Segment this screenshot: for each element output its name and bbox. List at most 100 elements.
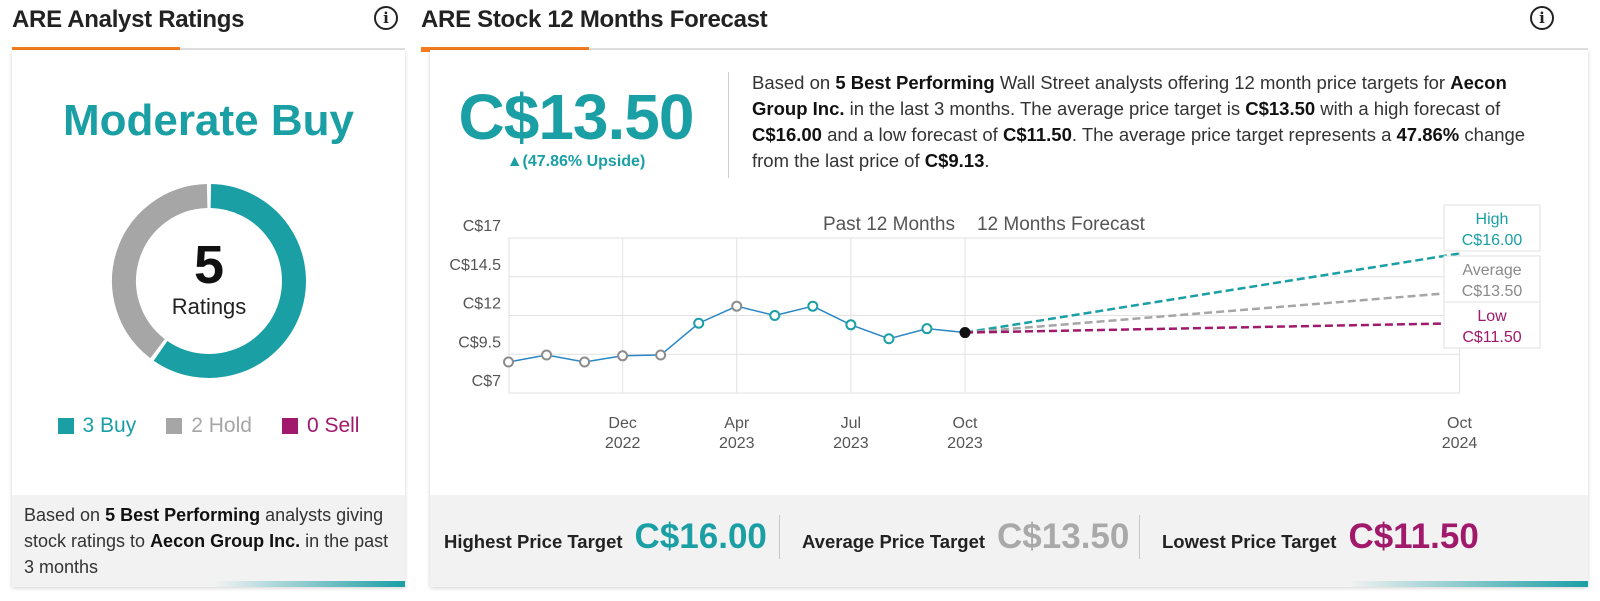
y-tick-label: C$9.5 (458, 334, 501, 351)
price-targets-footer: Highest Price Target C$16.00 Average Pri… (430, 495, 1588, 587)
analyst-ratings-card: Moderate Buy 5 Ratings 3 Buy 2 Hold 0 Se… (12, 50, 405, 587)
total-ratings-count: 5 (193, 235, 225, 295)
x-tick-label: Oct (1447, 415, 1472, 432)
ratings-donut-chart (112, 184, 306, 378)
title-accent-bar (12, 47, 180, 52)
divider (728, 72, 729, 178)
hold-swatch (166, 418, 183, 434)
forecast-tag-label: High (1476, 211, 1509, 228)
section-label-past: Past 12 Months (823, 214, 955, 235)
title-underline (421, 48, 1588, 50)
buy-swatch (57, 418, 74, 434)
footer-company-name: Aecon Group Inc. (150, 531, 301, 551)
lowest-target-value: C$11.50 (1348, 517, 1479, 556)
forecast-description: Based on 5 Best Performing Wall Street a… (752, 70, 1562, 174)
x-tick-label: Dec (608, 415, 636, 432)
desc-text: and a low forecast of (821, 124, 1003, 145)
ratings-footer: Based on 5 Best Performing analysts givi… (12, 495, 405, 587)
consensus-rating: Moderate Buy (63, 96, 354, 145)
price-point (807, 300, 819, 312)
forecast-card: C$13.50 ▲(47.86% Upside) Based on 5 Best… (430, 50, 1588, 587)
desc-high-target: C$16.00 (752, 124, 822, 145)
highest-target: Highest Price Target C$16.00 (444, 517, 767, 557)
price-point (617, 350, 629, 362)
desc-change-percent: 47.86% (1396, 124, 1460, 145)
desc-text: with a high forecast of (1315, 98, 1501, 119)
average-target: Average Price Target C$13.50 (802, 517, 1129, 557)
desc-company-name: Aecon Group Inc. (752, 72, 1507, 119)
price-point (845, 319, 857, 331)
footer-text: in the past 3 months (24, 531, 389, 577)
x-tick-label: Oct (953, 415, 978, 432)
footer-text: Based on (24, 505, 106, 525)
price-point (693, 317, 705, 329)
ratings-label: Ratings (171, 294, 247, 319)
lowest-target: Lowest Price Target C$11.50 (1162, 517, 1479, 557)
highest-target-label: Highest Price Target (444, 531, 623, 552)
price-point (731, 300, 743, 312)
x-tick-label: 2023 (833, 435, 869, 452)
forecast-tag-low: Low C$11.50 (1443, 301, 1541, 349)
forecast-tag-box (1443, 255, 1541, 303)
forecast-line-average (964, 291, 1460, 334)
divider (1139, 515, 1140, 559)
forecast-line-high (964, 252, 1460, 334)
footer-analyst-count: 5 Best Performing (105, 505, 261, 525)
forecast-tag-label: Low (1477, 308, 1507, 325)
info-icon[interactable]: i (1530, 6, 1554, 30)
legend-hold: 2 Hold (166, 414, 252, 438)
x-tick-label: Apr (724, 415, 750, 432)
title-accent-bar (421, 47, 589, 52)
average-price-target: C$13.50 (458, 81, 695, 153)
forecast-tag-label: Average (1462, 262, 1521, 279)
price-point (769, 310, 781, 321)
desc-text: Based on (752, 72, 836, 93)
desc-text: . The average price target represents a (1071, 124, 1397, 145)
price-point (655, 349, 667, 361)
y-tick-label: C$7 (472, 373, 501, 390)
legend-sell-label: 0 Sell (306, 414, 360, 437)
price-point (579, 356, 591, 368)
lowest-target-label: Lowest Price Target (1162, 531, 1337, 552)
price-point (883, 333, 895, 345)
forecast-tag-value: C$13.50 (1462, 283, 1523, 300)
upside-percent: ▲(47.86% Upside) (506, 153, 646, 170)
forecast-tag-value: C$11.50 (1462, 329, 1521, 346)
last-price-point (959, 327, 971, 339)
footer-gradient-bar (215, 581, 405, 587)
forecast-tag-box (1443, 204, 1541, 252)
analyst-ratings-title: ARE Analyst Ratings (12, 6, 245, 33)
forecast-tag-value: C$16.00 (1462, 232, 1523, 249)
legend-hold-label: 2 Hold (191, 414, 252, 437)
desc-text: Wall Street analysts offering 12 month p… (994, 72, 1451, 93)
forecast-tag-average: Average C$13.50 (1443, 255, 1541, 303)
divider (779, 515, 780, 559)
y-tick-label: C$17 (463, 218, 501, 235)
donut-segment-hold (112, 184, 208, 359)
average-target-value: C$13.50 (997, 517, 1130, 556)
x-tick-label: 2024 (1442, 435, 1478, 452)
desc-text: change from the last price of (752, 124, 1526, 171)
x-tick-label: Jul (841, 415, 861, 432)
footer-gradient-bar (1348, 581, 1588, 587)
y-tick-label: C$14.5 (449, 257, 501, 274)
legend-buy-label: 3 Buy (82, 414, 137, 437)
desc-text: . (984, 150, 990, 171)
legend-buy: 3 Buy (57, 414, 137, 438)
donut-center: 5 Ratings (104, 176, 314, 386)
sell-swatch (281, 418, 298, 434)
desc-text: in the last 3 months. The average price … (844, 98, 1246, 119)
desc-analyst-count: 5 Best Performing (835, 72, 995, 93)
info-icon[interactable]: i (374, 6, 398, 30)
forecast-line-low (964, 322, 1460, 334)
x-tick-label: 2023 (947, 435, 983, 452)
price-point (921, 323, 933, 335)
x-tick-label: 2023 (719, 435, 755, 452)
average-target-label: Average Price Target (802, 531, 986, 552)
donut-segment-buy (153, 184, 306, 378)
price-point (541, 349, 553, 361)
desc-last-price: C$9.13 (924, 150, 985, 171)
ratings-legend: 3 Buy 2 Hold 0 Sell (12, 414, 405, 438)
forecast-tag-high: High C$16.00 (1443, 204, 1541, 252)
y-tick-label: C$12 (463, 296, 501, 313)
